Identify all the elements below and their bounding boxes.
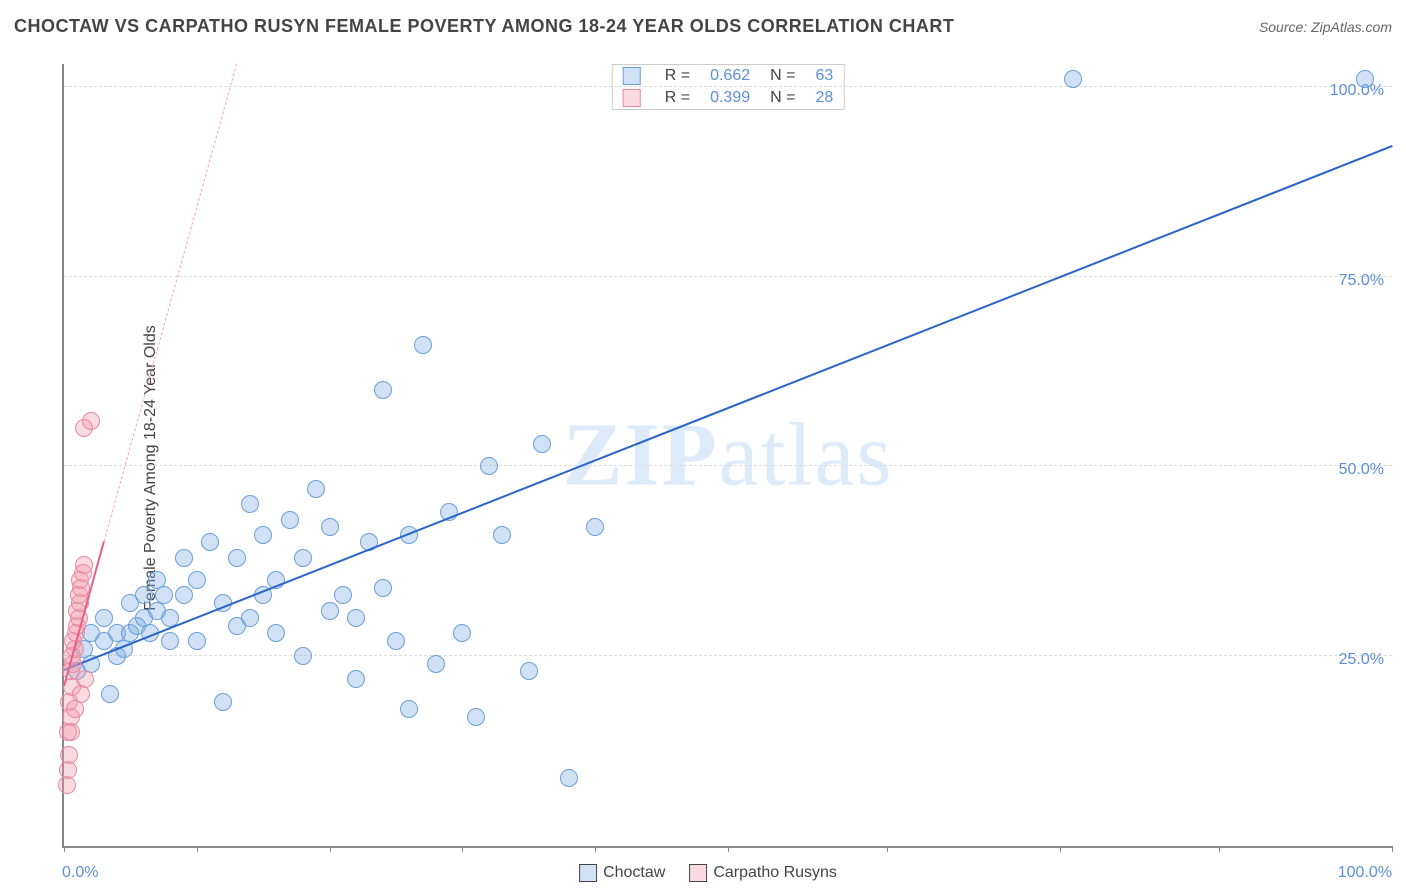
legend-swatch-choctaw: [579, 864, 597, 882]
n-label: N =: [760, 87, 805, 109]
y-tick-label: 25.0%: [1339, 651, 1384, 669]
data-point: [347, 670, 365, 688]
data-point: [321, 518, 339, 536]
data-point: [560, 769, 578, 787]
data-point: [228, 549, 246, 567]
gridline: [64, 86, 1392, 87]
source-label: Source:: [1259, 19, 1307, 35]
data-point: [467, 708, 485, 726]
r-label: R =: [655, 65, 700, 87]
y-tick-label: 100.0%: [1330, 82, 1384, 100]
data-point: [334, 586, 352, 604]
legend-item-choctaw: Choctaw: [579, 864, 665, 882]
data-point: [82, 412, 100, 430]
legend-row-carpatho: R = 0.399 N = 28: [613, 87, 844, 109]
data-point: [1064, 70, 1082, 88]
data-point: [60, 746, 78, 764]
data-point: [347, 609, 365, 627]
data-point: [374, 381, 392, 399]
data-point: [188, 571, 206, 589]
plot-area: ZIPatlas R = 0.662 N = 63 R = 0.399 N = …: [62, 64, 1392, 848]
legend-label-choctaw: Choctaw: [603, 864, 665, 881]
gridline: [64, 655, 1392, 656]
series-legend: Choctaw Carpatho Rusyns: [579, 864, 837, 882]
data-point: [95, 609, 113, 627]
x-tick: [462, 846, 463, 852]
r-value-carpatho: 0.399: [700, 87, 760, 109]
data-point: [307, 480, 325, 498]
x-axis-max-label: 100.0%: [1338, 864, 1392, 882]
n-value-carpatho: 28: [805, 87, 843, 109]
y-tick-label: 75.0%: [1339, 272, 1384, 290]
chart-title: CHOCTAW VS CARPATHO RUSYN FEMALE POVERTY…: [14, 16, 954, 37]
x-tick: [1060, 846, 1061, 852]
data-point: [175, 586, 193, 604]
x-tick: [1392, 846, 1393, 852]
x-tick: [728, 846, 729, 852]
data-point: [520, 662, 538, 680]
data-point: [294, 647, 312, 665]
n-value-choctaw: 63: [805, 65, 843, 87]
data-point: [241, 609, 259, 627]
source-link[interactable]: ZipAtlas.com: [1311, 19, 1392, 35]
gridline: [64, 276, 1392, 277]
data-point: [101, 685, 119, 703]
data-point: [400, 700, 418, 718]
data-point: [414, 336, 432, 354]
r-value-choctaw: 0.662: [700, 65, 760, 87]
r-label: R =: [655, 87, 700, 109]
watermark-thin: atlas: [719, 406, 894, 505]
gridline: [64, 465, 1392, 466]
data-point: [321, 602, 339, 620]
legend-row-choctaw: R = 0.662 N = 63: [613, 65, 844, 87]
data-point: [135, 586, 153, 604]
data-point: [453, 624, 471, 642]
data-point: [480, 457, 498, 475]
data-point: [586, 518, 604, 536]
data-point: [161, 632, 179, 650]
source-attribution: Source: ZipAtlas.com: [1259, 19, 1392, 35]
data-point: [294, 549, 312, 567]
x-tick: [330, 846, 331, 852]
data-point: [281, 511, 299, 529]
x-tick: [887, 846, 888, 852]
data-point: [155, 586, 173, 604]
data-point: [62, 723, 80, 741]
legend-label-carpatho: Carpatho Rusyns: [713, 864, 837, 881]
y-tick-label: 50.0%: [1339, 461, 1384, 479]
data-point: [201, 533, 219, 551]
legend-swatch-carpatho: [689, 864, 707, 882]
x-tick: [595, 846, 596, 852]
data-point: [267, 624, 285, 642]
data-point: [214, 693, 232, 711]
data-point: [254, 526, 272, 544]
legend-item-carpatho: Carpatho Rusyns: [689, 864, 837, 882]
correlation-legend: R = 0.662 N = 63 R = 0.399 N = 28: [612, 64, 845, 110]
trend-line: [64, 146, 1393, 672]
data-point: [387, 632, 405, 650]
n-label: N =: [760, 65, 805, 87]
data-point: [1356, 70, 1374, 88]
data-point: [241, 495, 259, 513]
x-tick: [197, 846, 198, 852]
data-point: [493, 526, 511, 544]
data-point: [75, 556, 93, 574]
data-point: [533, 435, 551, 453]
data-point: [427, 655, 445, 673]
legend-swatch-carpatho: [623, 89, 641, 107]
x-tick: [64, 846, 65, 852]
trend-line: [103, 63, 237, 542]
data-point: [66, 700, 84, 718]
data-point: [76, 670, 94, 688]
data-point: [374, 579, 392, 597]
watermark: ZIPatlas: [563, 404, 894, 507]
legend-swatch-choctaw: [623, 67, 641, 85]
data-point: [175, 549, 193, 567]
x-axis-min-label: 0.0%: [62, 864, 98, 882]
x-tick: [1219, 846, 1220, 852]
chart-container: Female Poverty Among 18-24 Year Olds ZIP…: [14, 48, 1402, 888]
data-point: [188, 632, 206, 650]
